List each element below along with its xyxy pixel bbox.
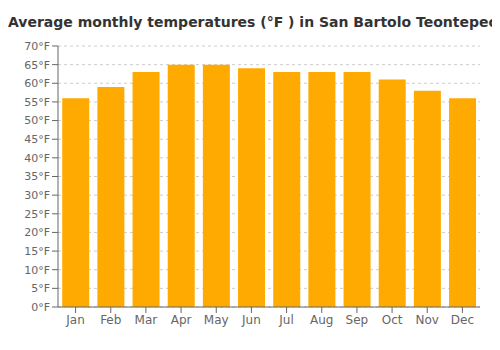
svg-text:Jan: Jan [65,313,85,327]
svg-text:May: May [204,313,229,327]
svg-text:55°F: 55°F [24,96,50,109]
svg-text:60°F: 60°F [24,77,50,90]
svg-text:Aug: Aug [310,313,333,327]
svg-text:Nov: Nov [416,313,439,327]
svg-text:Mar: Mar [135,313,158,327]
svg-text:Sep: Sep [346,313,369,327]
svg-text:70°F: 70°F [24,40,50,53]
svg-text:Oct: Oct [382,313,403,327]
svg-text:Dec: Dec [451,313,474,327]
svg-text:15°F: 15°F [24,245,50,258]
svg-text:Jul: Jul [278,313,293,327]
svg-text:50°F: 50°F [24,114,50,127]
svg-text:20°F: 20°F [24,226,50,239]
svg-text:Jun: Jun [241,313,261,327]
svg-text:30°F: 30°F [24,189,50,202]
svg-text:45°F: 45°F [24,133,50,146]
svg-text:40°F: 40°F [24,152,50,165]
svg-text:35°F: 35°F [24,170,50,183]
svg-text:0°F: 0°F [31,301,50,314]
svg-text:10°F: 10°F [24,264,50,277]
svg-text:Apr: Apr [171,313,192,327]
svg-text:65°F: 65°F [24,59,50,72]
svg-text:25°F: 25°F [24,208,50,221]
svg-text:5°F: 5°F [31,282,50,295]
svg-text:Feb: Feb [100,313,121,327]
